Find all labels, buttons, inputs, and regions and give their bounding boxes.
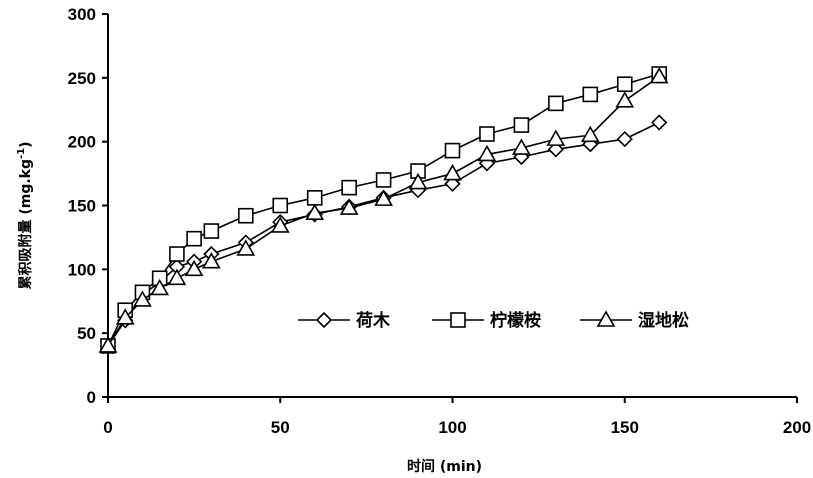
- y-tick-label: 50: [77, 324, 96, 343]
- legend-marker: [596, 310, 616, 327]
- data-point: [270, 216, 290, 233]
- x-tick-label: 50: [271, 418, 290, 437]
- x-tick-label: 100: [438, 418, 466, 437]
- data-point: [375, 172, 392, 188]
- x-tick-label: 0: [103, 418, 112, 437]
- data-point: [169, 246, 185, 262]
- data-point: [374, 189, 393, 206]
- axes: 0 50 100 150 200 250 300 0 50 100 150 200: [68, 5, 812, 437]
- data-point: [306, 190, 323, 206]
- data-point: [582, 86, 599, 103]
- legend-label: 湿地松: [638, 310, 689, 331]
- legend-label: 柠檬桉: [490, 310, 541, 331]
- x-tick-label: 150: [611, 418, 639, 437]
- data-point: [512, 138, 531, 155]
- y-tick-label: 250: [68, 69, 96, 88]
- data-point: [444, 142, 461, 159]
- data-point: [150, 278, 170, 296]
- series-layer: [98, 66, 669, 355]
- data-point: [184, 259, 204, 277]
- series-triangle: [98, 66, 669, 353]
- data-point: [238, 207, 254, 224]
- data-point: [649, 66, 669, 84]
- data-point: [305, 203, 325, 220]
- y-axis-label: 累积吸附量 (mg.kg-1): [16, 141, 34, 289]
- data-point: [580, 125, 600, 143]
- legend-label: 荷木: [356, 310, 391, 331]
- y-tick-label: 150: [68, 197, 96, 216]
- y-tick-label: 200: [68, 133, 96, 152]
- data-point: [272, 197, 289, 214]
- legend: 荷木 柠檬桉 湿地松: [298, 310, 689, 331]
- data-point: [479, 126, 495, 142]
- y-tick-label: 0: [87, 388, 96, 407]
- x-tick-label: 200: [783, 418, 811, 437]
- data-point: [167, 268, 187, 286]
- data-point: [513, 117, 530, 133]
- data-point: [201, 252, 221, 269]
- data-point: [133, 290, 152, 307]
- data-point: [651, 114, 668, 131]
- data-point: [186, 230, 202, 247]
- data-point: [203, 223, 220, 239]
- y-axis-label-superscript: -1: [16, 148, 27, 159]
- data-point: [548, 95, 564, 112]
- data-point: [615, 91, 635, 108]
- series-line: [107, 75, 660, 347]
- data-point: [236, 239, 256, 256]
- data-point: [341, 179, 357, 196]
- y-axis-label-main: 累积吸附量 (mg.kg: [17, 159, 34, 290]
- y-axis-label-close: ): [18, 141, 34, 147]
- data-point: [616, 76, 633, 93]
- data-point: [477, 144, 497, 162]
- legend-marker: [450, 312, 466, 328]
- legend-marker: [315, 311, 333, 329]
- series-line: [107, 73, 660, 347]
- y-tick-label: 100: [68, 260, 96, 279]
- x-axis-label: 时间 (min): [407, 458, 482, 475]
- data-point: [115, 308, 135, 325]
- y-tick-label: 300: [68, 5, 96, 24]
- data-point: [616, 130, 633, 148]
- data-point: [443, 163, 462, 181]
- data-point: [98, 336, 118, 353]
- data-point: [546, 129, 566, 146]
- data-point: [339, 198, 359, 215]
- data-point: [408, 172, 428, 190]
